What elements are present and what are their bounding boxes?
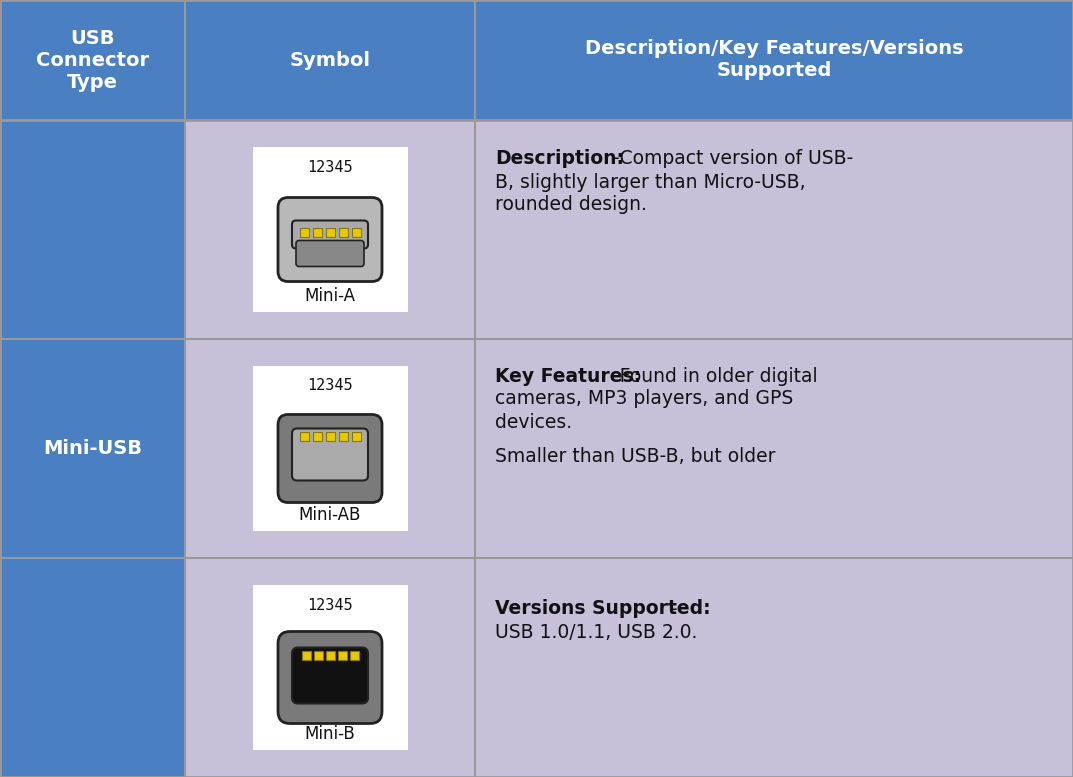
Text: B, slightly larger than Micro-USB,: B, slightly larger than Micro-USB, — [495, 172, 806, 191]
Text: -Compact version of USB-: -Compact version of USB- — [613, 149, 853, 169]
Text: USB
Connector
Type: USB Connector Type — [35, 29, 149, 92]
Bar — [325, 228, 335, 237]
Text: -: - — [670, 600, 677, 618]
Text: rounded design.: rounded design. — [495, 196, 647, 214]
Bar — [338, 431, 348, 441]
Bar — [312, 228, 322, 237]
FancyBboxPatch shape — [292, 428, 368, 480]
Bar — [350, 650, 358, 660]
FancyBboxPatch shape — [292, 221, 368, 249]
Bar — [475, 120, 1073, 777]
FancyBboxPatch shape — [252, 585, 408, 750]
Bar — [302, 650, 310, 660]
Text: USB 1.0/1.1, USB 2.0.: USB 1.0/1.1, USB 2.0. — [495, 622, 697, 642]
Bar — [475, 0, 1073, 120]
FancyBboxPatch shape — [292, 647, 368, 703]
Text: Symbol: Symbol — [290, 51, 370, 69]
FancyBboxPatch shape — [252, 147, 408, 312]
Text: 12345: 12345 — [307, 159, 353, 175]
Text: Mini-USB: Mini-USB — [43, 439, 142, 458]
Text: 12345: 12345 — [307, 378, 353, 393]
Text: Smaller than USB-B, but older: Smaller than USB-B, but older — [495, 447, 776, 466]
Bar — [0, 0, 185, 120]
Bar — [352, 228, 361, 237]
Bar — [352, 431, 361, 441]
Bar — [299, 431, 309, 441]
Text: Mini-AB: Mini-AB — [298, 506, 362, 524]
Text: Description/Key Features/Versions
Supported: Description/Key Features/Versions Suppor… — [585, 40, 964, 81]
Text: cameras, MP3 players, and GPS: cameras, MP3 players, and GPS — [495, 389, 793, 409]
Text: -Found in older digital: -Found in older digital — [613, 367, 818, 385]
FancyBboxPatch shape — [252, 366, 408, 531]
FancyBboxPatch shape — [278, 414, 382, 503]
Bar — [312, 431, 322, 441]
Text: 12345: 12345 — [307, 598, 353, 612]
Bar — [325, 650, 335, 660]
Text: Mini-A: Mini-A — [305, 287, 355, 305]
Text: Key Features:: Key Features: — [495, 367, 642, 385]
FancyBboxPatch shape — [278, 197, 382, 281]
Bar — [185, 0, 475, 120]
FancyBboxPatch shape — [278, 632, 382, 723]
Text: Description:: Description: — [495, 149, 624, 169]
Bar — [299, 228, 309, 237]
Bar — [338, 650, 347, 660]
Text: devices.: devices. — [495, 413, 572, 431]
Bar — [0, 120, 185, 777]
Text: Versions Supported:: Versions Supported: — [495, 600, 710, 618]
Bar — [185, 120, 475, 777]
Bar — [338, 228, 348, 237]
Bar — [325, 431, 335, 441]
Bar — [313, 650, 323, 660]
FancyBboxPatch shape — [296, 241, 364, 267]
Text: Mini-B: Mini-B — [305, 725, 355, 743]
